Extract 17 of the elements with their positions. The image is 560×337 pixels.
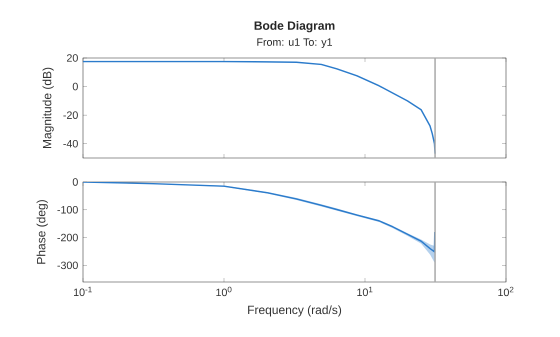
y-axis-title: Phase (deg) (36, 200, 48, 264)
y-tick-label: -20 (63, 111, 78, 119)
x-tick-label: 10$^{0}$ (216, 286, 232, 296)
y-tick-label: -300 (57, 262, 78, 270)
x-tick-label: 10$^{-1}$ (74, 286, 92, 296)
chart-title: Bode Diagram (254, 21, 334, 32)
y-tick-label: -40 (63, 140, 78, 148)
y-tick-label: 20 (66, 54, 78, 62)
y-axis-title: Magnitude (dB) (42, 68, 54, 148)
chart-subtitle: From: u1 To: y1 (257, 38, 332, 48)
x-axis-title: Frequency (rad/s) (248, 305, 342, 317)
y-tick-label: 0 (72, 178, 78, 186)
y-tick-label: -100 (57, 206, 78, 214)
x-tick-label: 10$^{2}$ (498, 286, 514, 296)
x-tick-label: 10$^{1}$ (357, 286, 372, 296)
y-tick-label: -200 (57, 234, 78, 242)
y-tick-label: 0 (72, 82, 78, 90)
